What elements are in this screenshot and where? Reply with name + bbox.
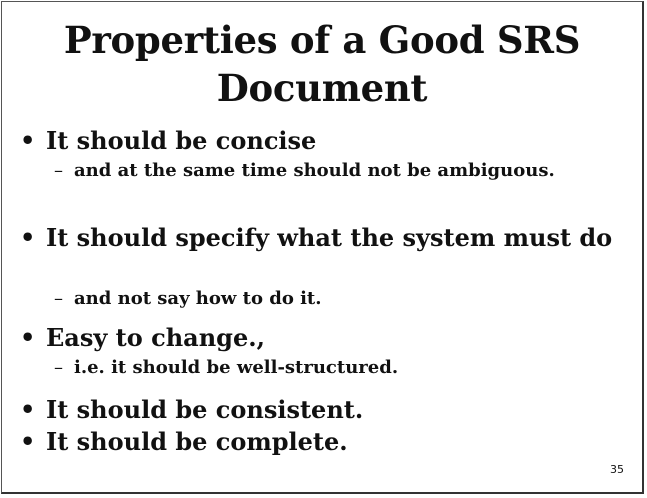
bullet-list: • It should be concise – and at the same…: [2, 2, 642, 492]
bullet-item-change: • Easy to change.,: [20, 322, 620, 354]
sub-bullet-item: – and not say how to do it.: [54, 287, 614, 311]
bullet-icon: •: [20, 427, 36, 456]
bullet-item-complete: • It should be complete.: [20, 426, 620, 458]
bullet-icon: •: [20, 223, 36, 252]
bullet-text: It should be concise: [46, 126, 317, 155]
bullet-icon: •: [20, 395, 36, 424]
page-number: 35: [610, 463, 624, 476]
dash-icon: –: [54, 288, 63, 309]
sub-bullet-item: – and at the same time should not be amb…: [54, 159, 614, 183]
slide-title-line-1: Properties of a Good SRS: [63, 18, 581, 62]
sub-bullet-text: i.e. it should be well-structured.: [74, 357, 399, 378]
bullet-item-consistent: • It should be consistent.: [20, 394, 620, 426]
sub-bullet-text: and not say how to do it.: [74, 288, 322, 309]
bullet-icon: •: [20, 323, 36, 352]
bullet-text: It should specify what the system must d…: [46, 223, 613, 252]
slide-title-line-2: Document: [216, 66, 428, 110]
bullet-item-concise: • It should be concise: [20, 125, 620, 157]
bullet-item-specify: • It should specify what the system must…: [20, 222, 620, 254]
dash-icon: –: [54, 357, 63, 378]
dash-icon: –: [54, 160, 63, 181]
bullet-icon: •: [20, 126, 36, 155]
slide-title: Properties of a Good SRS Document: [2, 16, 642, 112]
sub-bullet-text: and at the same time should not be ambig…: [74, 160, 555, 181]
bullet-text: It should be complete.: [46, 427, 348, 456]
bullet-text: It should be consistent.: [46, 395, 364, 424]
sub-bullet-item: – i.e. it should be well-structured.: [54, 356, 614, 380]
bullet-text: Easy to change.,: [46, 323, 265, 352]
